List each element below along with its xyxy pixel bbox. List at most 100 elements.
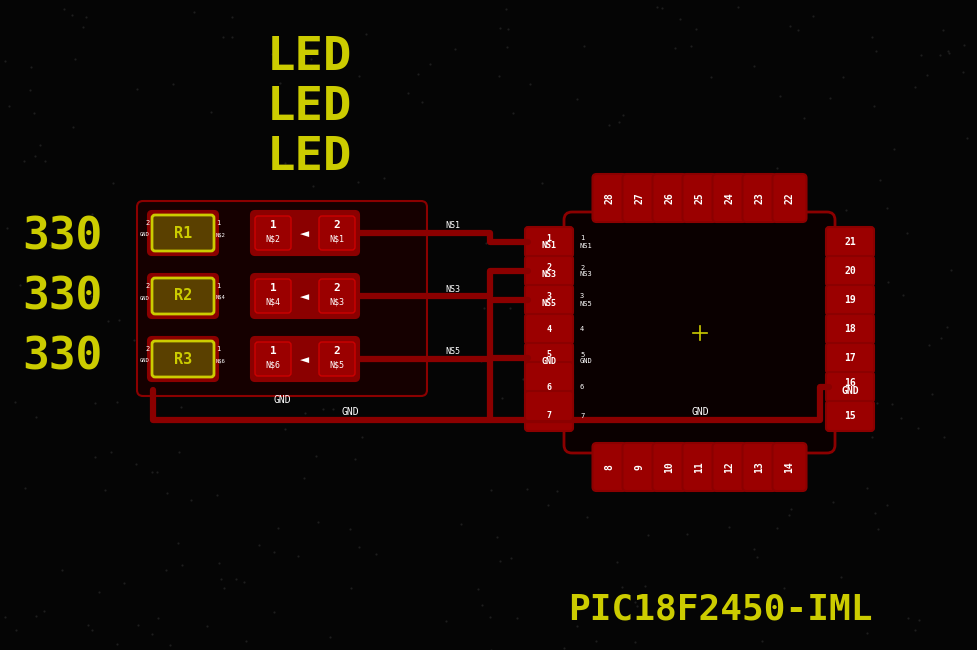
- Point: [271, 523, 286, 534]
- Point: [7, 396, 22, 407]
- Point: [74, 343, 90, 354]
- Point: [808, 239, 824, 249]
- FancyBboxPatch shape: [826, 314, 874, 344]
- Point: [769, 523, 785, 534]
- Point: [899, 227, 914, 238]
- FancyBboxPatch shape: [525, 256, 573, 286]
- Point: [78, 12, 94, 23]
- Point: [790, 24, 806, 34]
- Point: [896, 291, 912, 301]
- Point: [316, 404, 331, 414]
- Text: 6: 6: [546, 382, 551, 391]
- Point: [359, 29, 374, 39]
- Point: [901, 613, 916, 623]
- Point: [667, 43, 683, 53]
- Point: [157, 565, 173, 575]
- Text: 28: 28: [605, 192, 615, 204]
- Text: 5
GND: 5 GND: [580, 352, 593, 363]
- Point: [352, 72, 367, 82]
- Point: [376, 172, 392, 183]
- Point: [489, 532, 505, 542]
- Point: [782, 367, 797, 378]
- Point: [216, 583, 232, 593]
- Point: [203, 107, 219, 117]
- Point: [277, 424, 293, 434]
- Text: 330: 330: [21, 276, 103, 318]
- Point: [447, 44, 463, 55]
- Point: [322, 60, 338, 71]
- Point: [627, 636, 643, 647]
- Point: [879, 203, 895, 213]
- Point: [500, 24, 516, 34]
- Point: [470, 584, 486, 594]
- Point: [805, 11, 821, 21]
- Point: [640, 395, 656, 406]
- FancyBboxPatch shape: [251, 211, 359, 255]
- FancyBboxPatch shape: [255, 342, 291, 376]
- Point: [619, 448, 635, 459]
- Text: 1: 1: [216, 346, 220, 352]
- Text: 1
NS1: 1 NS1: [541, 233, 557, 250]
- Point: [273, 78, 288, 88]
- Point: [276, 157, 292, 168]
- FancyBboxPatch shape: [564, 212, 835, 453]
- Point: [849, 223, 865, 233]
- Point: [103, 447, 118, 458]
- Point: [84, 209, 100, 219]
- Point: [505, 107, 521, 118]
- Point: [498, 5, 514, 15]
- Point: [37, 156, 53, 166]
- Point: [299, 323, 315, 333]
- Text: R1: R1: [174, 226, 192, 240]
- Point: [483, 612, 498, 623]
- Point: [571, 268, 586, 278]
- Point: [184, 376, 199, 386]
- Text: 2: 2: [146, 220, 150, 226]
- Point: [865, 432, 880, 443]
- Point: [87, 398, 103, 408]
- FancyBboxPatch shape: [251, 337, 359, 381]
- Point: [547, 242, 563, 253]
- Point: [173, 402, 189, 412]
- Point: [310, 517, 325, 527]
- Point: [839, 253, 855, 263]
- Point: [279, 333, 295, 343]
- Point: [871, 524, 886, 534]
- Text: 18: 18: [844, 324, 856, 334]
- Point: [32, 140, 48, 151]
- FancyBboxPatch shape: [683, 174, 716, 222]
- Point: [942, 47, 957, 58]
- Point: [919, 70, 935, 81]
- FancyBboxPatch shape: [255, 279, 291, 313]
- Point: [529, 393, 544, 404]
- Point: [106, 178, 121, 188]
- Point: [614, 582, 629, 592]
- FancyBboxPatch shape: [251, 274, 359, 318]
- Point: [932, 50, 948, 60]
- Point: [410, 274, 426, 284]
- Point: [134, 270, 149, 281]
- Text: 2: 2: [146, 283, 150, 289]
- Point: [911, 615, 926, 625]
- Point: [187, 6, 202, 17]
- Point: [1, 101, 17, 111]
- FancyBboxPatch shape: [622, 443, 657, 491]
- Point: [492, 23, 508, 33]
- Text: N$3: N$3: [329, 298, 345, 307]
- Text: 19: 19: [844, 295, 856, 305]
- Point: [523, 246, 538, 256]
- Point: [251, 540, 267, 550]
- Point: [879, 500, 895, 510]
- Point: [838, 205, 854, 215]
- Point: [736, 237, 751, 247]
- Text: N$2: N$2: [216, 233, 226, 237]
- Point: [616, 110, 631, 120]
- Text: 2
NS3: 2 NS3: [541, 263, 557, 280]
- FancyBboxPatch shape: [148, 211, 218, 255]
- FancyBboxPatch shape: [525, 285, 573, 315]
- Text: GND: GND: [691, 407, 708, 417]
- Point: [224, 12, 239, 22]
- Point: [921, 340, 937, 350]
- Point: [936, 25, 952, 35]
- Point: [627, 597, 643, 608]
